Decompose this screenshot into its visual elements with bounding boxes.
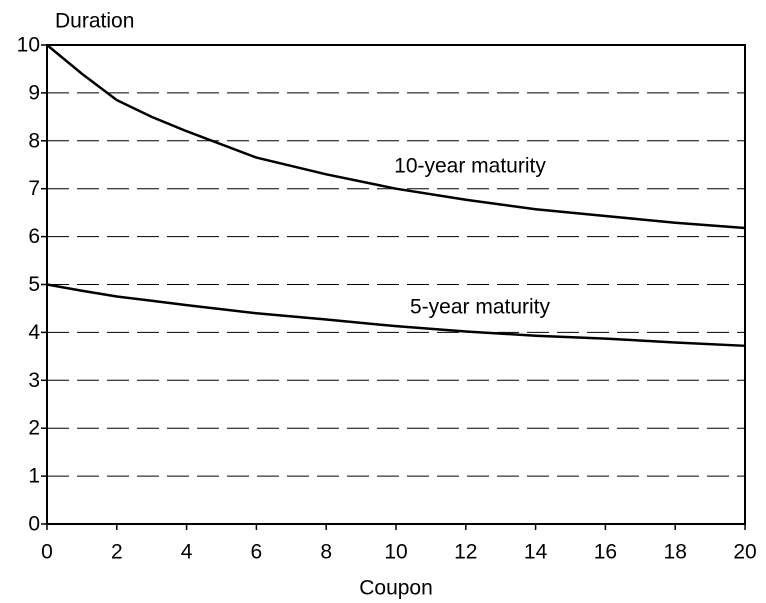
y-tick-label: 2 [28, 417, 40, 440]
x-tick-label: 10 [384, 541, 407, 564]
y-tick-label: 0 [28, 513, 40, 536]
series-label: 5-year maturity [410, 296, 551, 319]
x-axis-label: Coupon [359, 577, 433, 600]
series-label: 10-year maturity [394, 155, 546, 178]
x-tick-label: 12 [454, 541, 477, 564]
y-tick-label: 7 [28, 177, 40, 200]
series-line [46, 283, 746, 348]
y-tick-label: 8 [28, 129, 40, 152]
x-tick-label: 8 [320, 541, 332, 564]
series-line [46, 44, 746, 230]
x-tick-label: 0 [41, 541, 53, 564]
x-tick-label: 18 [664, 541, 687, 564]
y-tick-label: 9 [28, 81, 40, 104]
x-tick-label: 20 [733, 541, 756, 564]
y-axis-label: Duration [55, 10, 134, 33]
y-tick-label: 4 [28, 321, 40, 344]
x-tick-label: 14 [524, 541, 548, 564]
y-tick-label: 6 [28, 225, 40, 248]
y-tick-label: 1 [28, 465, 40, 488]
x-tick-label: 4 [181, 541, 193, 564]
y-tick-label: 10 [17, 34, 40, 57]
x-tick-label: 2 [111, 541, 123, 564]
y-tick-label: 3 [28, 369, 40, 392]
y-tick-label: 5 [28, 273, 40, 296]
x-tick-label: 6 [251, 541, 263, 564]
x-tick-label: 16 [594, 541, 617, 564]
